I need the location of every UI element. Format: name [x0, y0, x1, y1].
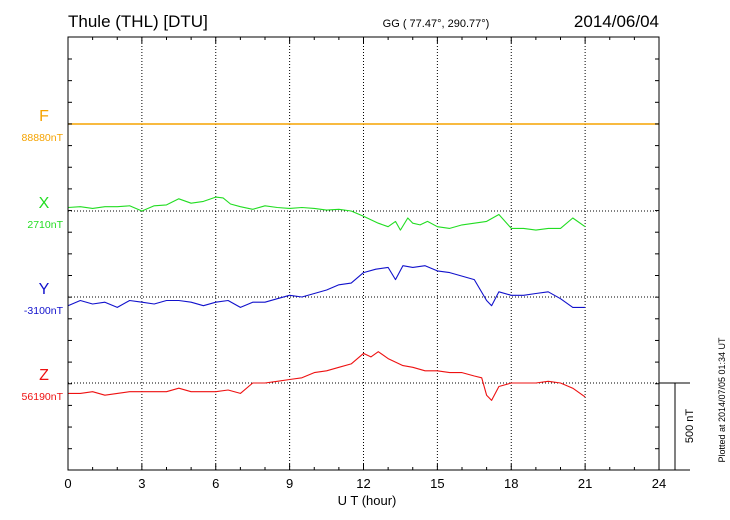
x-axis-title: U T (hour)	[338, 493, 397, 508]
series-name-f: F	[39, 108, 49, 125]
x-axis: 0 3 6 9 12 15 18 21 24	[64, 37, 666, 491]
baseline-value-y: -3100nT	[24, 305, 64, 317]
x-tick-label: 15	[430, 476, 444, 491]
scale-bar-label: 500 nT	[684, 409, 696, 444]
x-tick-label: 24	[652, 476, 666, 491]
trace-line-x	[67, 196, 586, 231]
x-tick-label: 18	[504, 476, 518, 491]
series-name-y: Y	[39, 281, 50, 298]
trace-line-z	[68, 351, 586, 401]
x-tick-label: 21	[578, 476, 592, 491]
baseline-value-x: 2710nT	[27, 219, 63, 231]
x-tick-label: 12	[356, 476, 370, 491]
station-title: Thule (THL) [DTU]	[68, 12, 208, 31]
x-tick-label: 3	[138, 476, 145, 491]
series-name-x: X	[39, 195, 50, 212]
date-label: 2014/06/04	[574, 12, 659, 31]
series-name-z: Z	[39, 367, 49, 384]
plotted-timestamp: Plotted at 2014/07/05 01:34 UT	[717, 337, 727, 463]
baseline-value-f: 88880nT	[22, 132, 64, 144]
series-labels: F 88880nT X 2710nT Y -3100nT Z 56190nT	[22, 108, 64, 403]
baseline-value-z: 56190nT	[22, 391, 64, 403]
geographic-coordinates: GG ( 77.47°, 290.77°)	[383, 18, 490, 30]
x-tick-label: 9	[286, 476, 293, 491]
x-tick-label: 6	[212, 476, 219, 491]
x-tick-label: 0	[64, 476, 71, 491]
trace-line-y	[67, 265, 586, 308]
scale-bar: 500 nT	[659, 382, 696, 471]
trace-series	[67, 123, 659, 401]
